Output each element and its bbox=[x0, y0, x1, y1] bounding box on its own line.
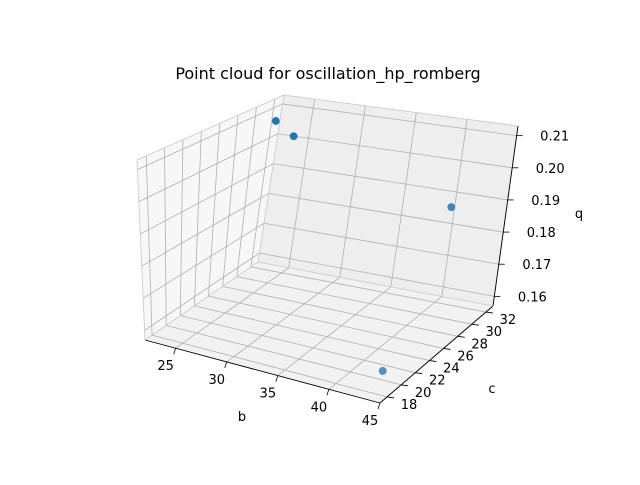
x-tick-label: 40 bbox=[311, 400, 328, 415]
axis-lines bbox=[136, 94, 519, 404]
y-tick-mark bbox=[485, 311, 493, 314]
pane-edge bbox=[257, 261, 494, 307]
data-point bbox=[447, 203, 456, 212]
grid-line-x-floor bbox=[175, 267, 289, 349]
grid-line-x-floor bbox=[277, 286, 392, 376]
grid-line-y-floor bbox=[250, 266, 487, 313]
grid-line-z-left bbox=[137, 103, 283, 171]
grid-line-x-floor bbox=[226, 276, 340, 363]
axis-panes bbox=[137, 95, 518, 403]
x-axis-line bbox=[144, 339, 381, 404]
x-tick-mark bbox=[173, 348, 177, 355]
grid-line-x-back bbox=[390, 112, 417, 287]
y-tick-mark bbox=[443, 348, 451, 350]
z-tick-label: 0.18 bbox=[527, 226, 556, 241]
grid-line-y-floor bbox=[194, 305, 430, 361]
y-tick-mark bbox=[401, 384, 409, 387]
y-tick-mark bbox=[429, 360, 437, 362]
grid-line-y-floor bbox=[208, 295, 444, 349]
z-axis-label: q bbox=[575, 207, 583, 222]
grid-line-z-back bbox=[259, 252, 495, 297]
y-axis-label: c bbox=[488, 382, 495, 397]
x-tick-label: 30 bbox=[208, 373, 225, 388]
grid-line-y-floor bbox=[151, 334, 388, 398]
z-tick-label: 0.17 bbox=[522, 258, 551, 273]
y-tick-label: 18 bbox=[401, 398, 418, 413]
z-tick-label: 0.21 bbox=[540, 130, 569, 145]
y-tick-mark bbox=[471, 323, 479, 326]
x-tick-label: 35 bbox=[260, 387, 277, 402]
z-tick-label: 0.19 bbox=[531, 194, 560, 209]
grid-line-x-back bbox=[288, 98, 315, 268]
y-tick-label: 30 bbox=[486, 325, 503, 340]
grid-line-y-left bbox=[222, 115, 239, 287]
y-axis-line bbox=[379, 305, 494, 404]
z-axis-line bbox=[492, 125, 519, 307]
grid-line-z-left bbox=[138, 133, 279, 203]
x-tick-label: 45 bbox=[362, 414, 379, 429]
grid-line-x-floor bbox=[328, 296, 443, 390]
y-tick-label: 24 bbox=[443, 362, 460, 377]
grid-line-z-back bbox=[273, 163, 508, 201]
data-point bbox=[378, 367, 387, 375]
pane-edge bbox=[136, 94, 285, 161]
grid-line-y-floor bbox=[236, 276, 472, 325]
y-tick-mark bbox=[457, 335, 465, 338]
pane-edge bbox=[257, 94, 285, 263]
y-tick-label: 26 bbox=[457, 349, 474, 364]
grid-line-y-left bbox=[250, 99, 276, 267]
x-tick-mark bbox=[326, 389, 330, 396]
z-tick-label: 0.16 bbox=[518, 290, 547, 305]
x-tick-mark bbox=[224, 361, 228, 369]
grid-line-z-back bbox=[268, 193, 504, 233]
grid-line-z-left bbox=[144, 252, 260, 331]
tick-labels: 253035404518202224262830320.160.170.180.… bbox=[157, 130, 569, 429]
z-tick-label: 0.20 bbox=[536, 162, 565, 177]
y-tick-label: 20 bbox=[415, 386, 432, 401]
data-point bbox=[271, 117, 280, 125]
pane-edge bbox=[144, 261, 259, 341]
y-tick-label: 22 bbox=[429, 374, 446, 389]
grid-line-y-left bbox=[236, 107, 257, 277]
x-tick-mark bbox=[275, 375, 279, 382]
pane-left bbox=[137, 95, 284, 340]
grid-line-z-left bbox=[142, 222, 265, 299]
data-points bbox=[271, 117, 456, 375]
chart-title: Point cloud for oscillation_hp_romberg bbox=[175, 64, 480, 84]
grid-line-y-left bbox=[164, 147, 167, 326]
y-tick-label: 28 bbox=[471, 337, 488, 352]
y-tick-mark bbox=[387, 396, 395, 399]
grid-line-x-back bbox=[339, 105, 366, 278]
pane-edge bbox=[283, 94, 519, 127]
grid-line-z-left bbox=[140, 163, 274, 235]
grid-line-z-left bbox=[141, 193, 269, 267]
grid-line-z-back bbox=[263, 222, 499, 265]
x-tick-mark bbox=[377, 402, 381, 410]
grid-line-y-left bbox=[194, 131, 202, 306]
pane-edge bbox=[136, 159, 146, 341]
grid-line-y-floor bbox=[222, 285, 458, 337]
data-point bbox=[289, 132, 298, 141]
pane-back bbox=[258, 95, 518, 306]
y-tick-mark bbox=[415, 372, 423, 375]
grid-line-z-back bbox=[277, 133, 513, 169]
grid-line-y-left bbox=[208, 123, 221, 297]
grid-line-z-back bbox=[282, 103, 517, 137]
grid-line-y-floor bbox=[166, 324, 402, 386]
x-tick-label: 25 bbox=[157, 359, 174, 374]
y-tick-label: 32 bbox=[500, 313, 517, 328]
grid-line-y-left bbox=[179, 139, 184, 316]
grid-line-y-floor bbox=[180, 315, 416, 374]
grid-line-y-left bbox=[145, 155, 153, 336]
x-axis-label: b bbox=[238, 410, 246, 425]
pane-floor bbox=[145, 262, 493, 403]
